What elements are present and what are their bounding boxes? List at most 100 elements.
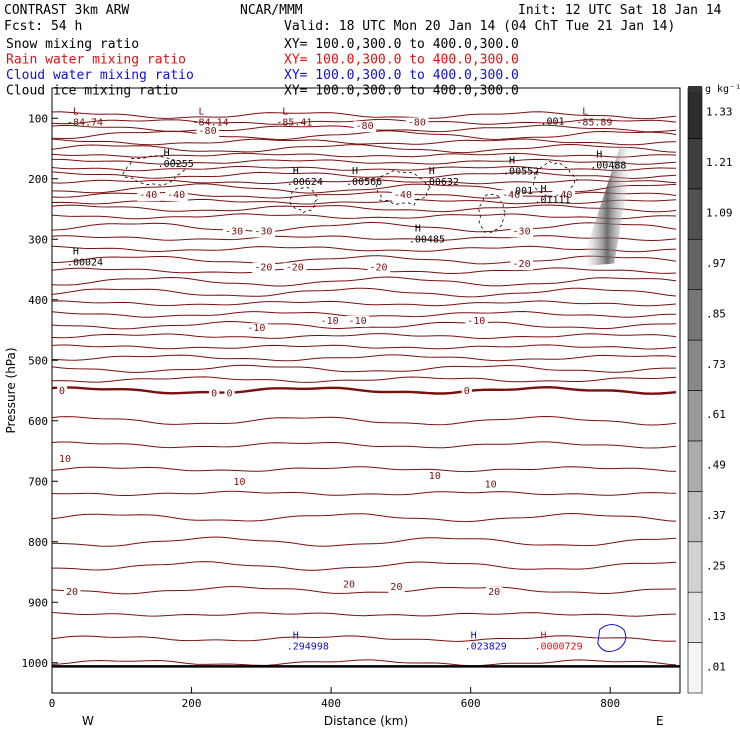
contour-label-bg: [552, 190, 575, 202]
contour-labels: -80 -80 -80 -40 -40 -40 -40 -40 -30 -30 -30 -20 -20 -…: [56, 116, 575, 598]
contour-label-bg: [461, 386, 472, 398]
extremum-letter: H: [596, 150, 602, 161]
isotherm-line: [51, 235, 677, 242]
contour-label: -30: [254, 226, 272, 237]
contour-label-bg: [367, 262, 391, 274]
colorbar-label: .97: [706, 257, 726, 270]
header: CONTRAST 3km ARW NCAR/MMM Init: 12 UTC S…: [4, 3, 722, 34]
isotherm-line: [51, 512, 677, 523]
contour-label: -40: [554, 190, 572, 201]
contour-label: -40: [394, 190, 412, 201]
extremum-letter: H: [540, 631, 546, 642]
y-tick-label: 700: [28, 475, 48, 488]
isotherm-line: [51, 344, 677, 350]
isotherm-line: [51, 171, 677, 179]
contour-label: 0: [59, 386, 65, 397]
x-tick-label: 400: [321, 697, 341, 710]
contour-label-bg: [56, 386, 68, 398]
extremum-value: .00255: [158, 159, 194, 170]
x-tick-label: 200: [182, 697, 202, 710]
y-tick-label: 600: [28, 415, 48, 428]
colorbar-segment: [687, 87, 703, 139]
contour-label: -80: [199, 126, 217, 137]
cloud-water-contour: [597, 623, 627, 652]
contour-label: -40: [139, 190, 157, 201]
colorbar-label: .73: [706, 358, 726, 371]
isotherm-line: [51, 333, 677, 340]
extremum-value: .00566: [346, 177, 382, 188]
contour-label-bg: [426, 470, 444, 482]
colorbar-label: .13: [706, 610, 726, 623]
isotherm-line: [51, 490, 677, 497]
ice-contour: [122, 154, 186, 186]
contour-label: -20: [286, 263, 304, 274]
contour-label-bg: [486, 586, 503, 598]
field-name: Cloud water mixing ratio: [6, 68, 194, 83]
contour-label-bg: [318, 315, 342, 327]
y-tick-label: 1000: [22, 657, 49, 670]
isotherm-line: [51, 213, 677, 220]
isotherm-line: [51, 118, 677, 125]
extremum-letter: H: [164, 148, 170, 159]
colorbar-segment: [687, 390, 703, 442]
colorbar-label: .25: [706, 559, 726, 572]
isotherm-line: [51, 276, 677, 287]
contour-label-bg: [510, 259, 534, 271]
extremum-value: -84.14: [193, 118, 229, 129]
contour-label-bg: [391, 190, 415, 202]
extremum-letter: L: [582, 107, 588, 118]
contour-label-bg: [56, 453, 74, 465]
field-xy: XY= 100.0,300.0 to 400.0,300.0: [284, 84, 519, 99]
contour-label: 0: [211, 389, 217, 400]
extrema-markers: L-84.74L-84.14L-85.41L-85.89H.00255H.006…: [67, 107, 626, 653]
colorbar-label: 1.21: [706, 156, 733, 169]
contour-label: 20: [488, 587, 500, 598]
isotherm-line: [51, 441, 677, 449]
isotherm-line: [51, 354, 677, 362]
contour-label-bg: [510, 226, 534, 238]
y-tick-label: 800: [28, 536, 48, 549]
forecast-hour: Fcst: 54 h: [4, 19, 82, 34]
colorbar-segment: [687, 339, 703, 391]
isotherm-line: [51, 536, 677, 547]
isotherm-line: [51, 466, 677, 473]
contour-label: 0: [226, 389, 232, 400]
contour-label-bg: [63, 586, 81, 598]
extremum-letter: H: [415, 223, 421, 234]
extremum-value: .0000729: [534, 642, 582, 653]
left-title: CONTRAST 3km ARW: [4, 3, 129, 18]
isotherm-line: [51, 635, 677, 642]
isotherm-line: [51, 320, 677, 330]
contour-label-bg: [500, 190, 523, 202]
ice-contour-label: .001: [509, 186, 533, 197]
contour-label-bg: [137, 190, 160, 202]
extremum-letter: H: [73, 246, 79, 257]
extremum-value: .023829: [465, 642, 507, 653]
east-label: E: [656, 714, 664, 728]
field-xy: XY= 100.0,300.0 to 400.0,300.0: [284, 37, 519, 52]
field-name: Snow mixing ratio: [6, 37, 139, 52]
contour-label: -20: [254, 263, 272, 274]
x-axis-label: Distance (km): [324, 714, 408, 728]
contour-label: -40: [167, 190, 185, 201]
isotherm-line: [51, 255, 677, 265]
y-tick-label: 300: [28, 233, 48, 246]
contour-label: 20: [343, 580, 355, 591]
contour-label-bg: [353, 121, 377, 133]
valid-time: Valid: 18 UTC Mon 20 Jan 14 (04 ChT Tue …: [284, 19, 675, 34]
x-tick-label: 800: [600, 697, 620, 710]
isotherm-line: [51, 143, 677, 154]
colorbar-top: [688, 86, 702, 92]
contour-label: -10: [247, 323, 265, 334]
contour-label: -10: [321, 316, 339, 327]
isotherm-line: [51, 152, 677, 158]
contour-label-bg: [224, 388, 235, 400]
isotherm-line: [51, 415, 677, 426]
isotherm-line: [51, 198, 677, 205]
x-tick-label: 600: [461, 697, 481, 710]
colorbar-label: 1.33: [706, 106, 733, 119]
extremum-letter: H: [471, 631, 477, 642]
mixing-ratio-shading: [580, 145, 635, 267]
contour-label: -20: [513, 259, 531, 270]
